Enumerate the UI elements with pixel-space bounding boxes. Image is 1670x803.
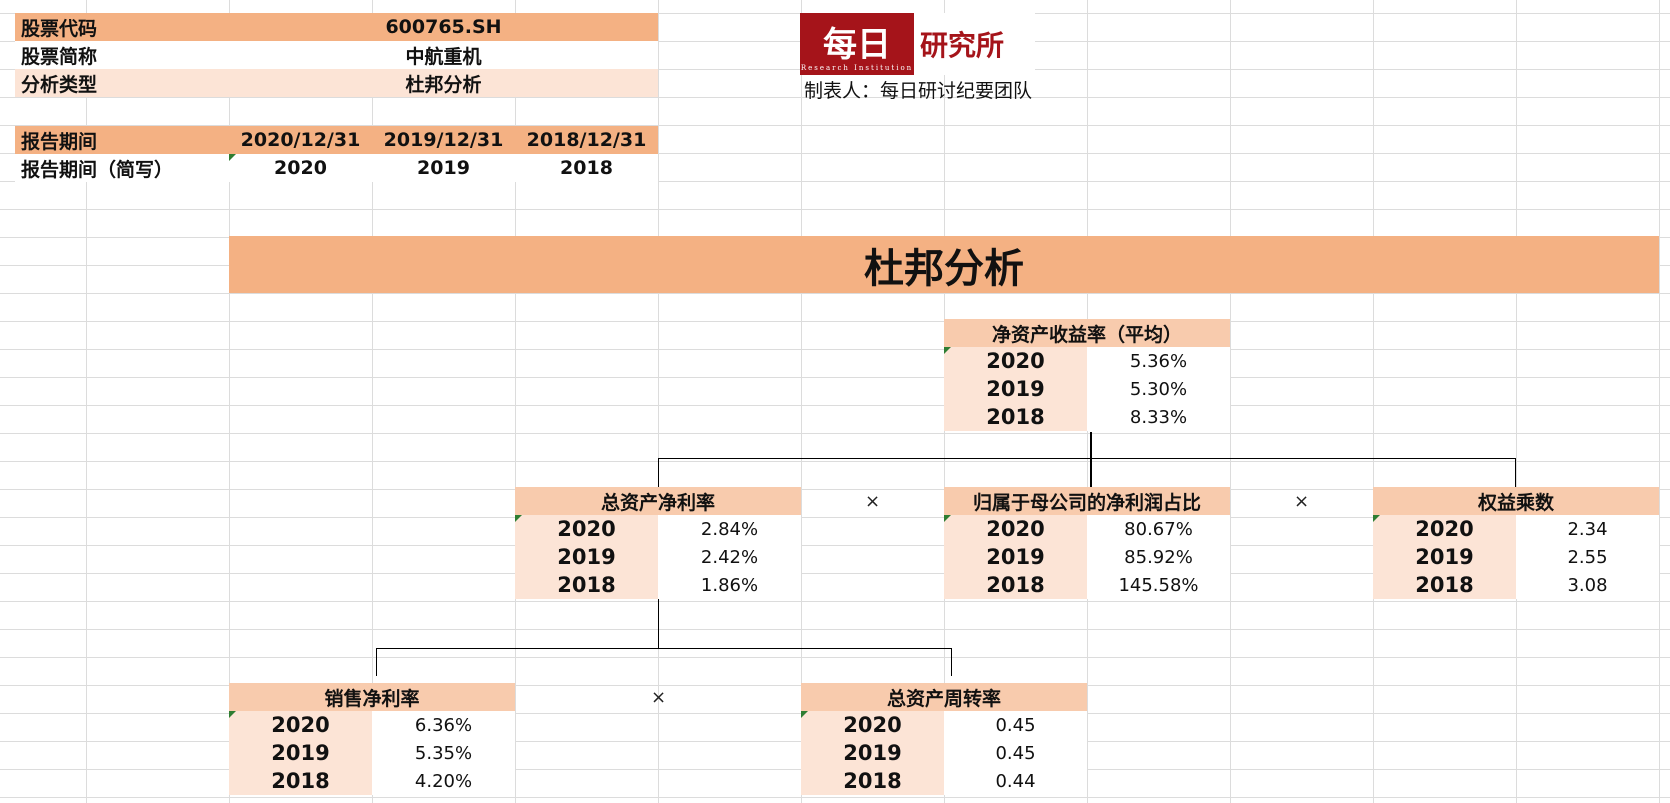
connector-roe-down — [1090, 432, 1092, 489]
roe-value-2020[interactable]: 5.36% — [1087, 347, 1230, 375]
parent-ratio-value-2020[interactable]: 80.67% — [1087, 515, 1230, 543]
roa-year-2019: 2019 — [515, 543, 658, 571]
roa-value-2019[interactable]: 2.42% — [658, 543, 801, 571]
equity-multiplier-year-2019: 2019 — [1373, 543, 1516, 571]
comment-marker-icon — [515, 515, 522, 522]
asset-turnover-value-2018[interactable]: 0.44 — [944, 767, 1087, 795]
parent-ratio-value-2018[interactable]: 145.58% — [1087, 571, 1230, 599]
connector-turnover-up — [951, 648, 952, 676]
comment-marker-icon — [1373, 515, 1380, 522]
period-2019[interactable]: 2019/12/31 — [372, 126, 515, 154]
multiply-sign: × — [864, 490, 881, 512]
roa-value-2020[interactable]: 2.84% — [658, 515, 801, 543]
net-margin-title: 销售净利率 — [229, 683, 515, 711]
multiply-sign: × — [650, 686, 667, 708]
period-label: 报告期间 — [15, 126, 229, 154]
period-short-2018[interactable]: 2018 — [515, 154, 658, 182]
period-short-2020[interactable]: 2020 — [229, 154, 372, 182]
net-margin-value-2019[interactable]: 5.35% — [372, 739, 515, 767]
logo-mark: 每日 Research Institution — [800, 13, 914, 75]
period-2020[interactable]: 2020/12/31 — [229, 126, 372, 154]
page-title: 杜邦分析 — [229, 236, 1659, 293]
parent-ratio-year-2019: 2019 — [944, 543, 1087, 571]
stock-name-label: 股票简称 — [15, 41, 229, 69]
roe-year-2018: 2018 — [944, 403, 1087, 431]
roe-year-2020: 2020 — [944, 347, 1087, 375]
analysis-type-label: 分析类型 — [15, 69, 229, 97]
asset-turnover-title: 总资产周转率 — [801, 683, 1087, 711]
roe-value-2018[interactable]: 8.33% — [1087, 403, 1230, 431]
equity-multiplier-value-2020[interactable]: 2.34 — [1516, 515, 1659, 543]
roa-title: 总资产净利率 — [515, 487, 801, 515]
analysis-type-value[interactable]: 杜邦分析 — [229, 69, 658, 97]
net-margin-year-2019: 2019 — [229, 739, 372, 767]
connector-level2-h — [376, 648, 952, 649]
connector-level1-h — [658, 458, 1515, 459]
roa-value-2018[interactable]: 1.86% — [658, 571, 801, 599]
stock-code-value[interactable]: 600765.SH — [229, 13, 658, 41]
comment-marker-icon — [801, 711, 808, 718]
equity-multiplier-title: 权益乘数 — [1373, 487, 1659, 515]
asset-turnover-value-2019[interactable]: 0.45 — [944, 739, 1087, 767]
comment-marker-icon — [229, 154, 236, 161]
roe-title: 净资产收益率（平均） — [944, 319, 1230, 347]
logo: 每日 Research Institution 研究所 — [800, 13, 1035, 75]
roe-year-2019: 2019 — [944, 375, 1087, 403]
net-margin-year-2020: 2020 — [229, 711, 372, 739]
connector-equity-up — [1515, 458, 1516, 487]
parent-ratio-year-2018: 2018 — [944, 571, 1087, 599]
equity-multiplier-year-2018: 2018 — [1373, 571, 1516, 599]
logo-english-text: Research Institution — [800, 63, 914, 72]
net-margin-value-2018[interactable]: 4.20% — [372, 767, 515, 795]
roe-value-2019[interactable]: 5.30% — [1087, 375, 1230, 403]
stock-code-label: 股票代码 — [15, 13, 229, 41]
comment-marker-icon — [944, 347, 951, 354]
period-short-label: 报告期间（简写） — [15, 154, 229, 182]
asset-turnover-year-2019: 2019 — [801, 739, 944, 767]
asset-turnover-year-2018: 2018 — [801, 767, 944, 795]
period-2018[interactable]: 2018/12/31 — [515, 126, 658, 154]
equity-multiplier-year-2020: 2020 — [1373, 515, 1516, 543]
net-margin-value-2020[interactable]: 6.36% — [372, 711, 515, 739]
roa-year-2020: 2020 — [515, 515, 658, 543]
connector-margin-up — [376, 648, 377, 676]
roa-year-2018: 2018 — [515, 571, 658, 599]
parent-ratio-value-2019[interactable]: 85.92% — [1087, 543, 1230, 571]
connector-roa-down — [658, 599, 659, 649]
equity-multiplier-value-2019[interactable]: 2.55 — [1516, 543, 1659, 571]
stock-name-value[interactable]: 中航重机 — [229, 41, 658, 69]
multiply-sign: × — [1293, 490, 1310, 512]
period-short-2019[interactable]: 2019 — [372, 154, 515, 182]
connector-roa-up — [658, 458, 659, 487]
table-maker: 制表人：每日研讨纪要团队 — [804, 79, 1033, 102]
logo-main-text: 每日 — [823, 24, 891, 65]
logo-sub-text: 研究所 — [920, 29, 1005, 62]
parent-ratio-year-2020: 2020 — [944, 515, 1087, 543]
equity-multiplier-value-2018[interactable]: 3.08 — [1516, 571, 1659, 599]
net-margin-year-2018: 2018 — [229, 767, 372, 795]
comment-marker-icon — [229, 711, 236, 718]
comment-marker-icon — [944, 515, 951, 522]
asset-turnover-value-2020[interactable]: 0.45 — [944, 711, 1087, 739]
asset-turnover-year-2020: 2020 — [801, 711, 944, 739]
parent-ratio-title: 归属于母公司的净利润占比 — [944, 487, 1230, 515]
